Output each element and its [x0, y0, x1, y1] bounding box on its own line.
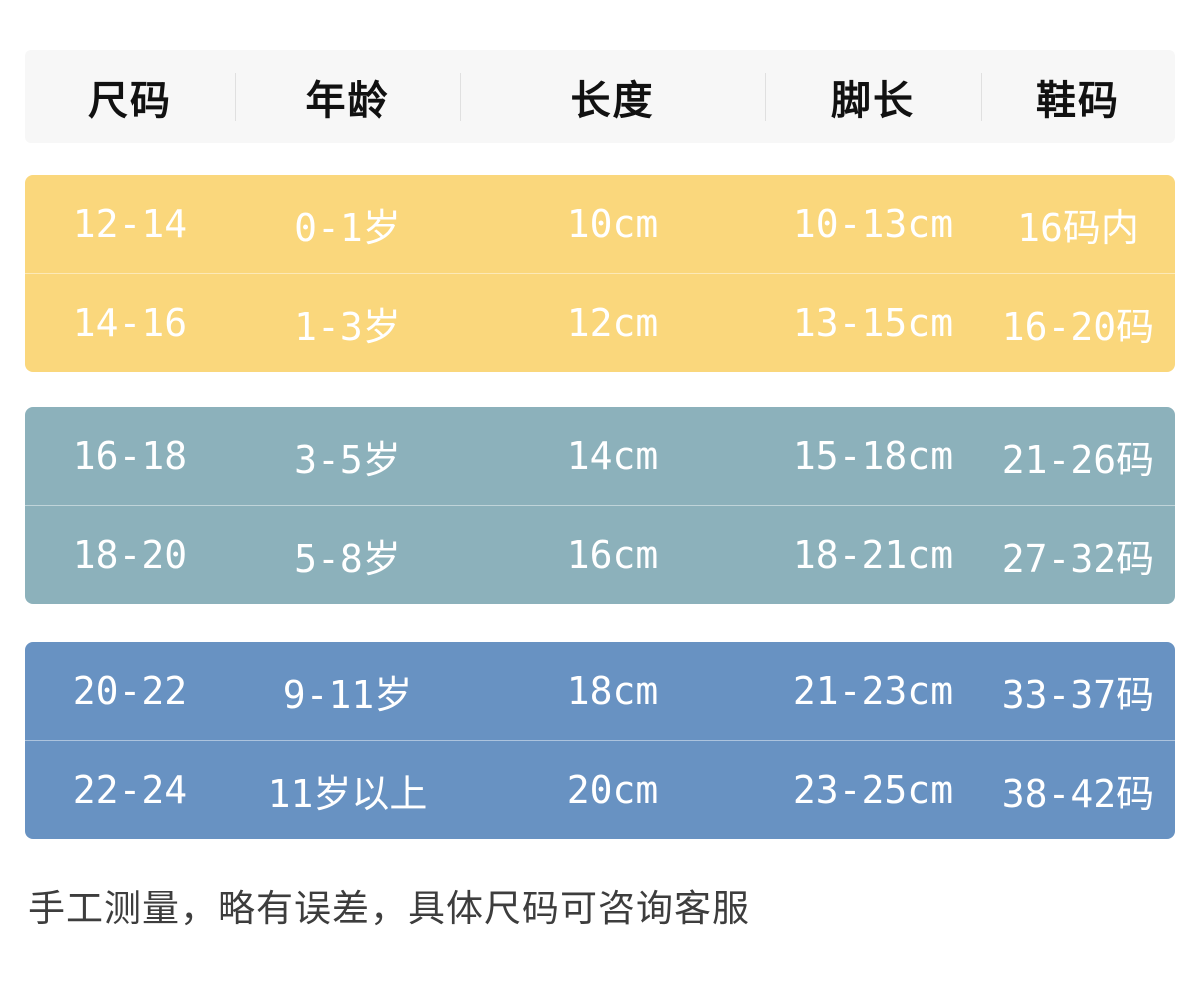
cell-foot-length: 15-18cm [792, 434, 954, 478]
header-size: 尺码 [25, 50, 235, 143]
cell-shoe-size: 33-37码 [1001, 672, 1155, 717]
table-row: 16-18 3-5岁 14cm 15-18cm 21-26码 [25, 407, 1175, 505]
cell-shoe-size: 27-32码 [1001, 536, 1155, 581]
header-shoe-size: 鞋码 [981, 50, 1175, 143]
header-shoe-size-label: 鞋码 [1036, 77, 1120, 124]
cell-size: 12-14 [72, 202, 188, 246]
table-row: 14-16 1-3岁 12cm 13-15cm 16-20码 [25, 273, 1175, 372]
column-divider [765, 72, 766, 121]
cell-foot-length: 10-13cm [792, 202, 954, 246]
column-divider [460, 72, 461, 121]
cell-age: 5-8岁 [294, 536, 401, 581]
cell-shoe-size: 16-20码 [1001, 304, 1155, 349]
column-divider [235, 72, 236, 121]
band-big-child: 20-22 9-11岁 18cm 21-23cm 33-37码 22-24 11… [25, 642, 1175, 839]
size-chart-header: 尺码 年龄 长度 脚长 鞋码 [25, 50, 1175, 143]
cell-foot-length: 18-21cm [792, 533, 954, 577]
cell-length: 18cm [566, 669, 659, 713]
cell-length: 12cm [566, 301, 659, 345]
table-row: 18-20 5-8岁 16cm 18-21cm 27-32码 [25, 505, 1175, 604]
band-child: 16-18 3-5岁 14cm 15-18cm 21-26码 18-20 5-8… [25, 407, 1175, 604]
cell-age: 9-11岁 [282, 672, 413, 717]
header-age-label: 年龄 [305, 77, 390, 124]
cell-age: 0-1岁 [294, 205, 401, 250]
measurement-footnote: 手工测量，略有误差，具体尺码可咨询客服 [28, 887, 750, 930]
cell-size: 16-18 [72, 434, 188, 478]
cell-size: 22-24 [72, 768, 188, 812]
header-age: 年龄 [235, 50, 460, 143]
cell-length: 14cm [566, 434, 659, 478]
cell-shoe-size: 16码内 [1017, 205, 1139, 250]
column-divider [981, 72, 982, 121]
table-row: 20-22 9-11岁 18cm 21-23cm 33-37码 [25, 642, 1175, 740]
cell-length: 10cm [566, 202, 659, 246]
cell-foot-length: 23-25cm [792, 768, 954, 812]
cell-size: 18-20 [72, 533, 188, 577]
cell-shoe-size: 38-42码 [1001, 771, 1155, 816]
table-row: 12-14 0-1岁 10cm 10-13cm 16码内 [25, 175, 1175, 273]
band-infant: 12-14 0-1岁 10cm 10-13cm 16码内 14-16 1-3岁 … [25, 175, 1175, 372]
cell-foot-length: 21-23cm [792, 669, 954, 713]
cell-length: 16cm [566, 533, 659, 577]
header-length-label: 长度 [570, 77, 655, 124]
cell-age: 11岁以上 [267, 771, 428, 816]
cell-age: 1-3岁 [294, 304, 401, 349]
cell-length: 20cm [566, 768, 659, 812]
cell-shoe-size: 21-26码 [1001, 437, 1155, 482]
cell-size: 14-16 [72, 301, 188, 345]
table-row: 22-24 11岁以上 20cm 23-25cm 38-42码 [25, 740, 1175, 839]
header-foot-length: 脚长 [765, 50, 981, 143]
header-length: 长度 [460, 50, 765, 143]
header-size-label: 尺码 [88, 77, 172, 124]
cell-size: 20-22 [72, 669, 188, 713]
cell-foot-length: 13-15cm [792, 301, 954, 345]
cell-age: 3-5岁 [294, 437, 401, 482]
header-foot-length-label: 脚长 [831, 77, 915, 124]
